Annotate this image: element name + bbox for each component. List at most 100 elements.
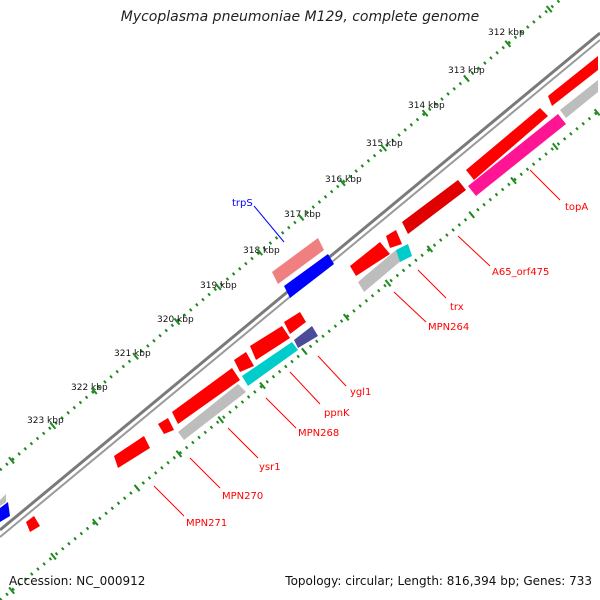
cds-312 — [548, 56, 598, 106]
scale-ticks: 312 kbp 313 kbp 314 kbp 315 kbp 316 kbp … — [27, 28, 525, 426]
leader-trpS — [253, 205, 285, 243]
inner-tick-mark-7 — [301, 347, 308, 356]
outer-tick-mark-10 — [421, 109, 429, 117]
gene-salmon — [272, 238, 324, 284]
outer-tick-mark-1 — [49, 421, 57, 430]
inner-tick-mark-4 — [175, 450, 183, 458]
label-trpS: trpS — [232, 198, 253, 209]
inner-tick-mark-2 — [91, 518, 99, 526]
svg-text:313 kbp: 313 kbp — [448, 66, 485, 76]
forward-cds — [26, 56, 598, 532]
inner-tick-mark-5 — [217, 415, 225, 424]
inner-tick-mark-14 — [593, 108, 600, 117]
outer-tick-mark-5 — [214, 283, 222, 291]
map-title: Mycoplasma pneumoniae M129, complete gen… — [120, 9, 480, 25]
outer-tick-mark-4 — [173, 317, 181, 326]
outer-tick-mark-13 — [545, 5, 553, 13]
tick-312: 312 kbp — [488, 28, 525, 38]
reverse-features — [0, 80, 598, 522]
gene-MPN268-band — [178, 384, 246, 440]
tick-315: 315 kbp — [366, 139, 403, 149]
gene-MPN264-band — [358, 250, 402, 292]
svg-text:315 kbp: 315 kbp — [366, 139, 403, 149]
leader-ygl1 — [317, 355, 347, 387]
cds-313 — [466, 108, 548, 180]
label-A65_orf475: A65_orf475 — [492, 267, 549, 278]
svg-text:323 kbp: 323 kbp — [27, 416, 64, 426]
label-ppnK: ppnK — [324, 408, 350, 419]
svg-text:314 kbp: 314 kbp — [408, 101, 445, 111]
cds-315 — [386, 230, 402, 248]
trpS-features — [272, 238, 334, 298]
outer-tick-mark-0 — [8, 456, 15, 465]
inner-tick-mark-11 — [468, 211, 475, 219]
gene-ygl1-band — [294, 326, 318, 348]
leader-MPN270 — [189, 457, 221, 489]
inner-tick-mark-6 — [259, 381, 266, 390]
tick-322: 322 kbp — [71, 383, 108, 393]
label-topA: topA — [565, 202, 588, 213]
cds-322 — [158, 418, 174, 434]
outer-tick-mark-12 — [504, 40, 512, 48]
leader-MPN268 — [265, 397, 297, 429]
tick-318: 318 kbp — [243, 246, 280, 256]
cds-320b — [234, 352, 254, 372]
leader-MPN271 — [153, 485, 185, 517]
cds-316 — [350, 242, 390, 276]
label-ygl1: ygl1 — [350, 387, 371, 398]
inner-tick-mark-13 — [552, 142, 559, 151]
tick-313: 313 kbp — [448, 66, 485, 76]
gene-trx-band — [396, 244, 412, 262]
tick-317: 317 kbp — [284, 210, 321, 220]
inner-tick-mark-3 — [133, 484, 141, 492]
gene-ppnK-band — [242, 342, 298, 386]
scale-dots-inner — [0, 108, 600, 600]
leader-trx — [417, 269, 447, 299]
gene-topA-band — [468, 114, 566, 196]
label-MPN264: MPN264 — [428, 322, 469, 333]
outer-tick-mark-6 — [256, 248, 264, 256]
gene-left-gray — [0, 494, 6, 506]
label-trx: trx — [450, 302, 464, 313]
leader-topA — [529, 169, 561, 201]
outer-tick-mark-2 — [90, 387, 98, 395]
inner-tick-mark-9 — [384, 279, 392, 287]
leader-ppnK — [289, 371, 321, 405]
inner-tick-mark-0 — [8, 586, 15, 595]
tick-314: 314 kbp — [408, 101, 445, 111]
svg-text:317 kbp: 317 kbp — [284, 210, 321, 220]
accession-label: Accession: NC_000912 — [9, 574, 146, 588]
leader-MPN264 — [393, 291, 427, 323]
cds-324 — [26, 516, 40, 532]
topology-summary: Topology: circular; Length: 816,394 bp; … — [285, 574, 592, 588]
cds-320 — [250, 326, 290, 360]
cds-314 — [402, 180, 466, 234]
label-MPN268: MPN268 — [298, 428, 339, 439]
svg-text:316 kbp: 316 kbp — [325, 175, 362, 185]
inner-tick-mark-10 — [426, 245, 434, 253]
inner-tick-mark-1 — [50, 552, 57, 561]
outer-tick-mark-8 — [339, 178, 346, 187]
outer-tick-mark-11 — [463, 74, 470, 83]
outer-tick-mark-3 — [132, 352, 139, 360]
leader-A65 — [457, 235, 491, 267]
label-ysr1: ysr1 — [259, 462, 281, 473]
svg-text:318 kbp: 318 kbp — [243, 246, 280, 256]
gene-left-blue — [0, 502, 10, 522]
cds-323 — [114, 436, 150, 468]
tick-323: 323 kbp — [27, 416, 64, 426]
inner-tick-mark-8 — [342, 313, 350, 321]
gene-trpS — [284, 254, 334, 298]
cds-321 — [172, 368, 240, 424]
svg-text:312 kbp: 312 kbp — [488, 28, 525, 38]
callouts — [153, 169, 561, 517]
cds-319 — [284, 312, 306, 334]
svg-text:322 kbp: 322 kbp — [71, 383, 108, 393]
label-MPN271: MPN271 — [186, 518, 227, 529]
outer-tick-mark-9 — [380, 144, 388, 152]
gene-gray-top — [560, 80, 598, 118]
outer-tick-mark-7 — [297, 213, 305, 222]
gene-labels: trpS topA A65_orf475 trx MPN264 ygl1 ppn… — [186, 198, 588, 529]
leader-ysr1 — [227, 427, 259, 459]
